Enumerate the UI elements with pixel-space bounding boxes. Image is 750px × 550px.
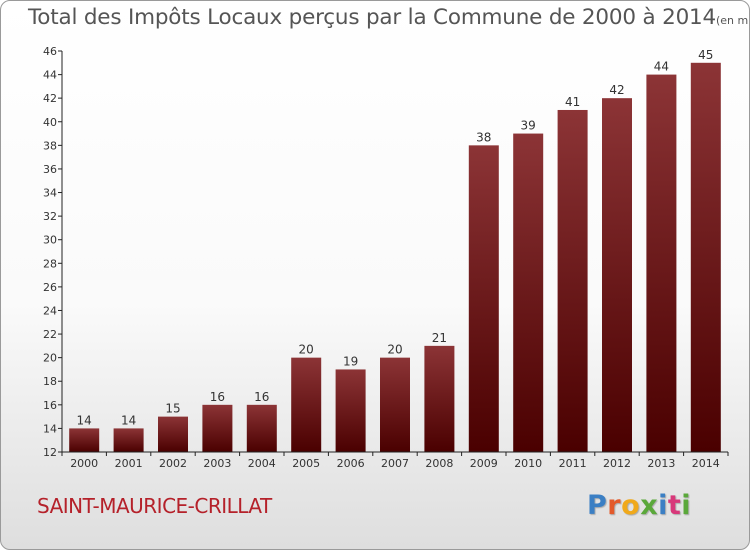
bar (246, 404, 277, 452)
bars: 14 14 15 16 16 20 19 20 21 38 39 41 42 44 45 (69, 48, 721, 453)
bar (291, 357, 322, 452)
y-tick-label: 46 (43, 45, 57, 58)
x-tick-label: 2004 (248, 457, 276, 470)
bar (646, 74, 677, 453)
bar (380, 357, 410, 452)
logo-letter: x (640, 490, 659, 521)
bar-value-label: 20 (387, 343, 402, 357)
chart-title-unit: (en milliers d'€) (716, 14, 750, 27)
bar-value-label: 16 (210, 390, 225, 404)
bar (557, 109, 588, 453)
bar (690, 62, 721, 452)
chart-title: Total des Impôts Locaux perçus par la Co… (28, 5, 750, 30)
bar (602, 98, 632, 453)
y-tick-label: 24 (43, 304, 57, 317)
bar-value-label: 45 (698, 48, 713, 62)
y-tick-label: 42 (43, 92, 57, 105)
y-tick-label: 40 (43, 116, 57, 129)
y-tick-label: 20 (43, 352, 57, 365)
x-tick-label: 2011 (559, 457, 587, 470)
logo-letter: r (607, 490, 622, 521)
bar (424, 345, 455, 452)
logo-letter: i (658, 490, 668, 521)
bar-value-label: 41 (565, 95, 580, 109)
bar-value-label: 14 (121, 413, 136, 427)
bar (69, 428, 100, 452)
y-tick-label: 26 (43, 281, 57, 294)
x-tick-label: 2002 (159, 457, 187, 470)
y-axis: 12 14 16 18 20 22 24 26 28 30 32 34 36 38 40 42 44 46 (43, 45, 63, 459)
x-tick-label: 2012 (603, 457, 631, 470)
y-tick-label: 14 (43, 422, 57, 435)
bar (158, 416, 188, 452)
x-tick-label: 2000 (70, 457, 98, 470)
bar-value-label: 14 (77, 413, 92, 427)
y-tick-label: 34 (43, 187, 57, 200)
y-tick-label: 38 (43, 139, 57, 152)
x-tick-label: 2013 (647, 457, 675, 470)
x-tick-label: 2009 (470, 457, 498, 470)
chart-title-text: Total des Impôts Locaux perçus par la Co… (28, 5, 716, 30)
logo-letter: i (681, 490, 692, 521)
bar-value-label: 21 (432, 331, 447, 345)
bar-value-label: 38 (476, 130, 491, 144)
bar (335, 369, 366, 452)
x-tick-label: 2003 (203, 457, 231, 470)
bar-value-label: 15 (165, 402, 180, 416)
bar-value-label: 19 (343, 354, 358, 368)
logo-letter: o (621, 490, 641, 521)
bar-value-label: 44 (654, 60, 669, 74)
x-tick-label: 2007 (381, 457, 409, 470)
bar-value-label: 20 (299, 343, 314, 357)
y-tick-label: 28 (43, 257, 57, 270)
y-tick-label: 30 (43, 234, 57, 247)
bar-value-label: 39 (521, 119, 536, 133)
logo-letter: t (667, 490, 682, 521)
x-tick-label: 2006 (337, 457, 365, 470)
x-axis: 2000 2001 2002 2003 2004 2005 2006 2007 2008 2009… (61, 451, 729, 470)
proxiti-logo: Proxiti (587, 490, 691, 521)
y-tick-label: 16 (43, 399, 57, 412)
x-tick-label: 2005 (292, 457, 320, 470)
x-tick-label: 2014 (692, 457, 720, 470)
y-tick-label: 32 (43, 210, 57, 223)
x-tick-label: 2008 (425, 457, 453, 470)
bar-value-label: 16 (254, 390, 269, 404)
logo-letter: P (587, 490, 608, 521)
bar (113, 428, 144, 452)
y-tick-label: 44 (43, 69, 57, 82)
y-tick-label: 12 (43, 446, 57, 459)
x-tick-label: 2010 (514, 457, 542, 470)
x-tick-label: 2001 (115, 457, 143, 470)
y-tick-label: 18 (43, 375, 57, 388)
bar-value-label: 42 (609, 83, 624, 97)
commune-name: SAINT-MAURICE-CRILLAT (37, 494, 272, 518)
bar (468, 145, 499, 452)
y-tick-label: 36 (43, 163, 57, 176)
y-tick-label: 22 (43, 328, 57, 341)
bar (513, 133, 544, 452)
bar (202, 404, 233, 452)
